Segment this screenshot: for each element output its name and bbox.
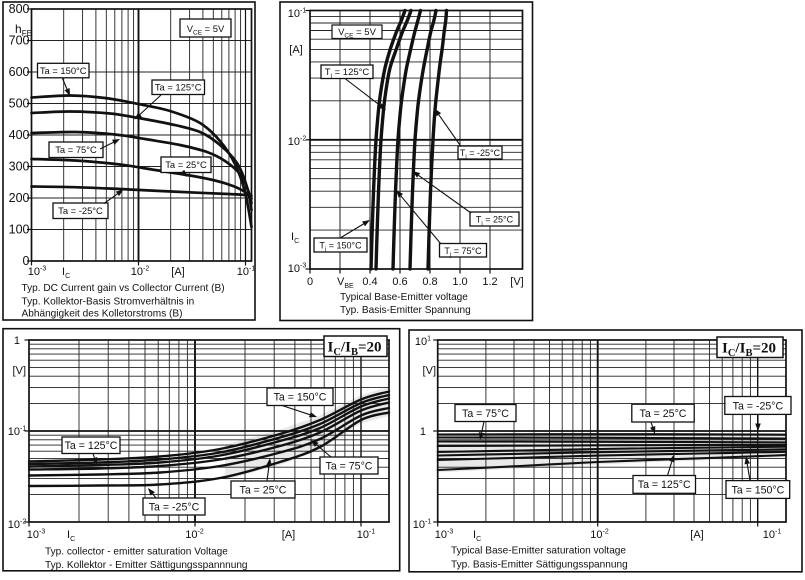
svg-text:Typ. collector - emitter satur: Typ. collector - emitter saturation Volt…: [45, 547, 228, 558]
svg-text:[A]: [A]: [289, 44, 302, 56]
svg-text:Tj = 25°C: Tj = 25°C: [476, 215, 514, 228]
svg-text:Typ. Kollektor - Emitter Sätti: Typ. Kollektor - Emitter Sättigungsspann…: [45, 560, 248, 571]
svg-text:Ta = -25°C: Ta = -25°C: [58, 205, 103, 216]
svg-text:Ta = 125°C: Ta = 125°C: [65, 440, 118, 452]
svg-text:0.4: 0.4: [362, 276, 377, 288]
svg-text:Ta = -25°C: Ta = -25°C: [149, 501, 200, 513]
svg-text:0: 0: [23, 254, 30, 268]
svg-text:Ta = 75°C: Ta = 75°C: [55, 144, 97, 155]
svg-text:Ta = 25°C: Ta = 25°C: [165, 159, 207, 170]
svg-text:101: 101: [415, 336, 431, 349]
svg-text:Typ. Basis-Emitter Spannung: Typ. Basis-Emitter Spannung: [340, 305, 471, 316]
svg-text:200: 200: [9, 191, 30, 205]
svg-text:Ta = 125°C: Ta = 125°C: [638, 479, 691, 491]
svg-text:Tj = -25°C: Tj = -25°C: [460, 148, 501, 161]
svg-text:500: 500: [9, 97, 30, 111]
svg-text:Tj = 75°C: Tj = 75°C: [444, 246, 482, 259]
svg-text:Ta = 25°C: Ta = 25°C: [240, 484, 287, 496]
svg-text:Typical Base-Emitter voltage: Typical Base-Emitter voltage: [340, 292, 468, 303]
svg-text:0: 0: [307, 276, 313, 288]
svg-text:0.8: 0.8: [422, 276, 437, 288]
svg-text:Tj = 125°C: Tj = 125°C: [325, 67, 370, 80]
svg-text:VCE = 5V: VCE = 5V: [338, 27, 376, 40]
svg-text:Ta = 150°C: Ta = 150°C: [731, 484, 784, 496]
svg-text:IC: IC: [67, 529, 75, 543]
svg-text:Tj = 150°C: Tj = 150°C: [319, 241, 362, 254]
svg-text:Ta = 150°C: Ta = 150°C: [274, 392, 327, 404]
svg-text:[A]: [A]: [690, 529, 703, 541]
svg-text:IC/IB=20: IC/IB=20: [722, 341, 776, 360]
svg-text:1: 1: [14, 335, 20, 347]
svg-text:[A]: [A]: [171, 266, 184, 278]
svg-text:Typ. DC Current gain vs Collec: Typ. DC Current gain vs Collector Curren…: [22, 283, 225, 294]
svg-text:Ta = 150°C: Ta = 150°C: [40, 65, 87, 76]
svg-text:700: 700: [9, 34, 30, 48]
svg-text:100: 100: [9, 223, 30, 237]
svg-text:400: 400: [9, 128, 30, 142]
svg-text:Abhängigkeit des Kolletorstrom: Abhängigkeit des Kolletorstroms (B): [22, 309, 183, 320]
svg-text:[A]: [A]: [282, 529, 295, 541]
svg-text:0.6: 0.6: [392, 276, 407, 288]
svg-text:[V]: [V]: [13, 365, 26, 377]
svg-text:Ta = 125°C: Ta = 125°C: [155, 82, 202, 93]
svg-text:1.0: 1.0: [452, 276, 467, 288]
svg-text:Ta = 25°C: Ta = 25°C: [640, 408, 687, 420]
svg-text:Ta = 75°C: Ta = 75°C: [326, 460, 373, 472]
svg-text:Ta = 75°C: Ta = 75°C: [462, 408, 509, 420]
svg-text:1: 1: [420, 426, 426, 438]
svg-text:IC/IB=20: IC/IB=20: [327, 340, 381, 359]
svg-text:800: 800: [9, 2, 30, 16]
svg-text:[V]: [V]: [510, 276, 523, 288]
svg-text:Typ. Basis-Emitter Sättigungss: Typ. Basis-Emitter Sättigungsspannung: [451, 560, 628, 571]
svg-text:[V]: [V]: [423, 365, 436, 377]
svg-text:IC: IC: [473, 529, 481, 543]
svg-text:IC: IC: [291, 231, 299, 245]
svg-text:Ta = -25°C: Ta = -25°C: [733, 400, 784, 412]
svg-text:300: 300: [9, 160, 30, 174]
svg-text:Typical Base-Emitter saturatio: Typical Base-Emitter saturation voltage: [451, 546, 626, 557]
svg-text:1.2: 1.2: [482, 276, 497, 288]
svg-text:Typ. Kollektor-Basis Stromverh: Typ. Kollektor-Basis Stromverhältnis in: [22, 297, 195, 308]
svg-text:600: 600: [9, 65, 30, 79]
svg-text:IC: IC: [62, 266, 70, 280]
